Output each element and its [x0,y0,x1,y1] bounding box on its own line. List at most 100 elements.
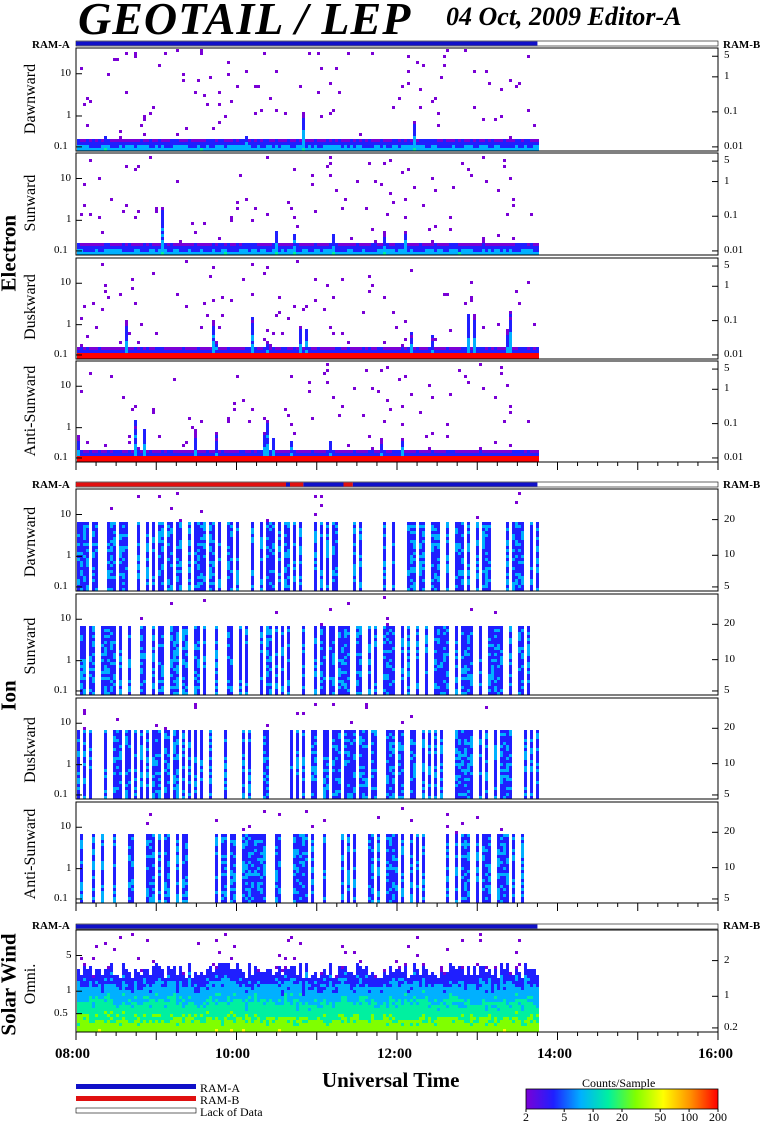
panel-label-electron-sunward: Sunward [22,174,39,232]
x-tick-0800: 08:00 [55,1046,90,1062]
legend-lack-of-data-swatch [75,1107,197,1114]
legend-ram-b-swatch [76,1096,196,1101]
panel-frame-electron-anti-sunward [75,360,719,463]
group-label-solar-wind: Solar Wind [0,933,21,1036]
panel-label-solar-wind-omni: Omni. [22,963,39,1005]
left-tick-label-ion-sunward: 0.1 [54,683,68,696]
legend-ram-a-swatch [76,1084,196,1089]
x-tick-1400: 14:00 [537,1046,572,1062]
ram-bar-ion-segment [285,482,290,487]
panel-frame-ion-duskward [75,697,719,800]
x-tick-1000: 10:00 [215,1046,250,1062]
right-tick-label-electron-duskward: 5 [724,259,730,272]
left-tick-label-electron-sunward: 1 [66,213,72,226]
ram-b-label-ion: RAM-B [723,479,761,491]
x-tick-1200: 12:00 [377,1046,412,1062]
left-tick-label-ion-duskward: 0.1 [54,787,68,800]
right-tick-label-solar-wind-omni-: 0.2 [724,1020,738,1033]
right-tick-label-electron-anti-sunward: 0.1 [724,416,738,429]
left-tick-label-ion-dawnward: 0.1 [54,579,68,592]
right-tick-label-ion-dawnward: 5 [724,579,730,592]
right-tick-label-ion-duskward: 5 [724,787,730,800]
x-tick-1600: 16:00 [698,1046,733,1062]
left-tick-label-ion-duskward: 10 [60,716,71,729]
ram-bar-ion-segment [352,482,538,487]
right-tick-label-ion-sunward: 10 [724,652,735,665]
panel-label-electron-duskward: Duskward [22,274,39,340]
right-tick-label-ion-anti-sunward: 20 [724,825,735,838]
colorbar-tick-label: 20 [616,1110,628,1124]
legend-ram-a-label: RAM-A [200,1081,241,1095]
left-tick-label-solar-wind-omni-: 1 [66,984,72,997]
right-tick-label-electron-dawnward: 0.1 [724,104,738,117]
panel-label-electron-anti-sunward: Anti-Sunward [22,365,39,457]
ram-bar-solar-wind-segment [76,924,538,929]
x-axis-title: Universal Time [322,1068,460,1092]
legend-lack-of-data-label: Lack of Data [200,1105,263,1119]
colorbar-tick-label: 50 [654,1110,667,1124]
ram-a-label-solar-wind: RAM-A [32,920,70,932]
plot-title: GEOTAIL / LEP [78,0,412,44]
right-tick-label-solar-wind-omni-: 2 [724,953,730,966]
panel-label-ion-anti-sunward: Anti-Sunward [22,808,39,900]
panel-label-ion-duskward: Duskward [22,717,39,783]
colorbar-tick-label: 10 [587,1110,600,1124]
panel-frame-electron-dawnward [75,47,719,152]
left-tick-label-ion-dawnward: 10 [60,507,71,520]
left-tick-label-ion-dawnward: 1 [66,549,72,562]
right-tick-label-electron-sunward: 5 [724,154,730,167]
right-tick-label-ion-dawnward: 20 [724,512,735,525]
right-tick-label-electron-duskward: 0.1 [724,313,738,326]
ram-bar-ion-segment [76,482,286,487]
right-tick-label-ion-anti-sunward: 5 [724,891,730,904]
left-tick-label-electron-duskward: 10 [60,276,71,289]
left-tick-label-electron-dawnward: 0.1 [54,139,68,152]
panel-frame-ion-sunward [75,593,719,696]
panel-label-ion-dawnward: Dawnward [22,506,39,578]
left-tick-label-electron-duskward: 1 [66,317,72,330]
group-label-electron: Electron [0,214,21,292]
right-tick-label-electron-dawnward: 5 [724,49,730,62]
ram-bar-electron-segment [76,41,538,46]
left-tick-label-ion-sunward: 1 [66,653,72,666]
right-tick-label-electron-sunward: 1 [724,174,730,187]
colorbar-tick-label: 200 [709,1110,727,1124]
right-tick-label-ion-duskward: 20 [724,721,735,734]
ram-bar-ion-segment [303,482,344,487]
ram-b-label-solar-wind: RAM-B [723,920,761,932]
right-tick-label-electron-dawnward: 1 [724,69,730,82]
colorbar [525,1088,719,1110]
colorbar-tick-label: 2 [523,1110,529,1124]
colorbar-title: Counts/Sample [582,1076,656,1090]
right-tick-label-ion-sunward: 20 [724,617,735,630]
right-tick-label-ion-sunward: 5 [724,683,730,696]
colorbar-tick-label: 5 [561,1110,568,1124]
right-tick-label-ion-duskward: 10 [724,756,735,769]
panel-frame-electron-sunward [75,152,719,256]
panel-frame-ion-dawnward [75,488,719,592]
right-tick-label-electron-duskward: 0.01 [724,347,744,360]
left-tick-label-electron-anti-sunward: 0.1 [54,450,68,463]
group-label-ion: Ion [0,680,21,711]
left-tick-label-solar-wind-omni-: 0.5 [54,1006,68,1019]
legend-ram-b-label: RAM-B [200,1093,240,1107]
left-tick-label-ion-duskward: 1 [66,757,72,770]
panel-frame-electron-duskward [75,257,719,360]
left-tick-label-electron-dawnward: 1 [66,108,72,121]
left-tick-label-electron-sunward: 10 [60,171,71,184]
ram-b-label-electron: RAM-B [723,39,761,51]
right-tick-label-solar-wind-omni-: 1 [724,989,730,1002]
left-tick-label-ion-sunward: 10 [60,612,71,625]
left-tick-label-electron-anti-sunward: 1 [66,420,72,433]
ram-bar-ion-segment [343,482,353,487]
left-tick-label-electron-anti-sunward: 10 [60,379,71,392]
right-tick-label-electron-sunward: 0.01 [724,243,744,256]
panel-label-ion-sunward: Sunward [22,617,39,675]
right-tick-label-electron-duskward: 1 [724,279,730,292]
left-tick-label-electron-sunward: 0.1 [54,243,68,256]
ram-bar-ion-segment [290,482,304,487]
right-tick-label-electron-sunward: 0.1 [724,209,738,222]
right-tick-label-electron-anti-sunward: 5 [724,362,730,375]
